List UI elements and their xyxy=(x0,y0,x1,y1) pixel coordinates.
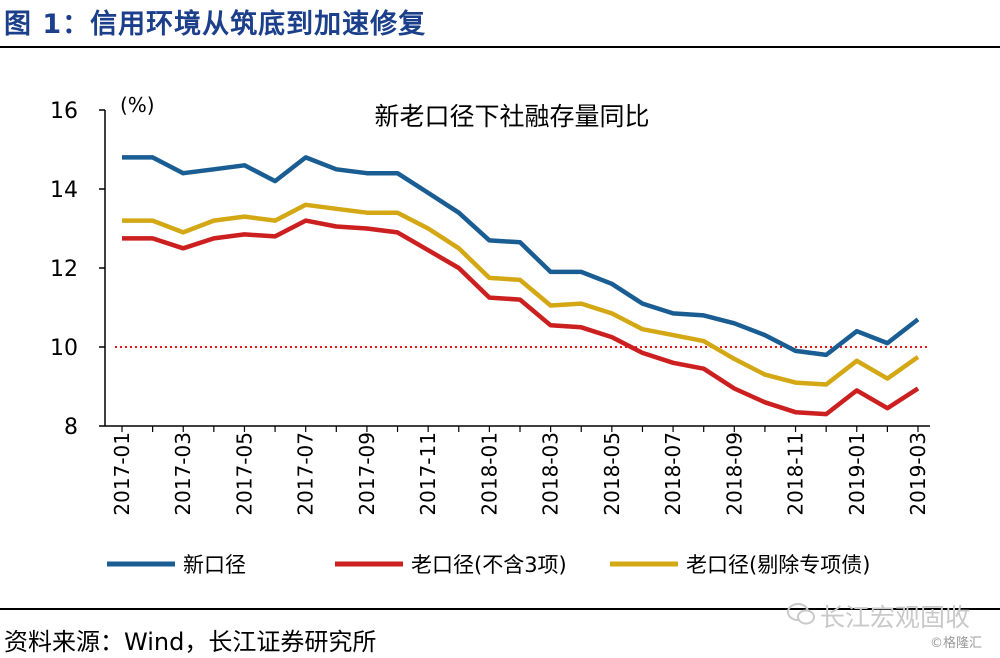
x-tick-label: 2017-01 xyxy=(110,432,134,516)
y-axis-unit: (%) xyxy=(120,93,155,117)
x-tick-label: 2017-03 xyxy=(171,432,195,516)
y-tick-label: 14 xyxy=(50,178,78,203)
bottom-rule xyxy=(0,608,1000,610)
source-note: 资料来源：Wind，长江证券研究所 xyxy=(4,628,377,656)
series-line-2 xyxy=(122,218,920,417)
chart-axes xyxy=(104,110,930,427)
watermark-text: 长江宏观固收 xyxy=(820,603,971,632)
x-tick-labels: 2017-01 2017-03 2017-05 2017-07 2017-09 2017-… xyxy=(110,426,930,516)
legend-label-2: 老口径(不含3项) xyxy=(411,553,567,577)
series-line-1 xyxy=(122,155,920,358)
x-tick-label: 2018-11 xyxy=(784,432,808,516)
legend-label-1: 新口径 xyxy=(183,553,246,577)
y-tick-label: 8 xyxy=(64,415,78,440)
watermark-credit: ©格隆汇 xyxy=(930,636,983,651)
x-tick-label: 2019-01 xyxy=(845,432,869,516)
legend-label-3: 老口径(剔除专项债) xyxy=(686,553,870,577)
y-tick-label: 12 xyxy=(50,257,78,282)
top-rule xyxy=(0,46,1000,48)
series-line-3 xyxy=(122,202,920,387)
chart-title: 新老口径下社融存量同比 xyxy=(374,102,649,131)
x-tick-label: 2018-09 xyxy=(722,432,746,516)
y-tick-label: 16 xyxy=(50,99,78,124)
x-tick-label: 2018-03 xyxy=(539,432,563,516)
x-tick-label: 2017-05 xyxy=(232,432,256,516)
legend: 新口径 老口径(不含3项) 老口径(剔除专项债) xyxy=(107,553,870,577)
x-tick-label: 2017-09 xyxy=(355,432,379,516)
x-tick-label: 2017-11 xyxy=(416,432,440,516)
x-tick-label: 2018-07 xyxy=(661,432,685,516)
x-tick-label: 2019-03 xyxy=(906,432,930,516)
wechat-icon xyxy=(787,603,815,625)
series-lines xyxy=(122,155,920,417)
x-tick-label: 2018-05 xyxy=(600,432,624,516)
x-tick-label: 2018-01 xyxy=(477,432,501,516)
y-tick-labels: 8 10 12 14 16 xyxy=(50,99,105,440)
y-tick-label: 10 xyxy=(50,336,78,361)
figure-title: 图 1：信用环境从筑底到加速修复 xyxy=(4,9,427,40)
x-tick-label: 2017-07 xyxy=(294,432,318,516)
